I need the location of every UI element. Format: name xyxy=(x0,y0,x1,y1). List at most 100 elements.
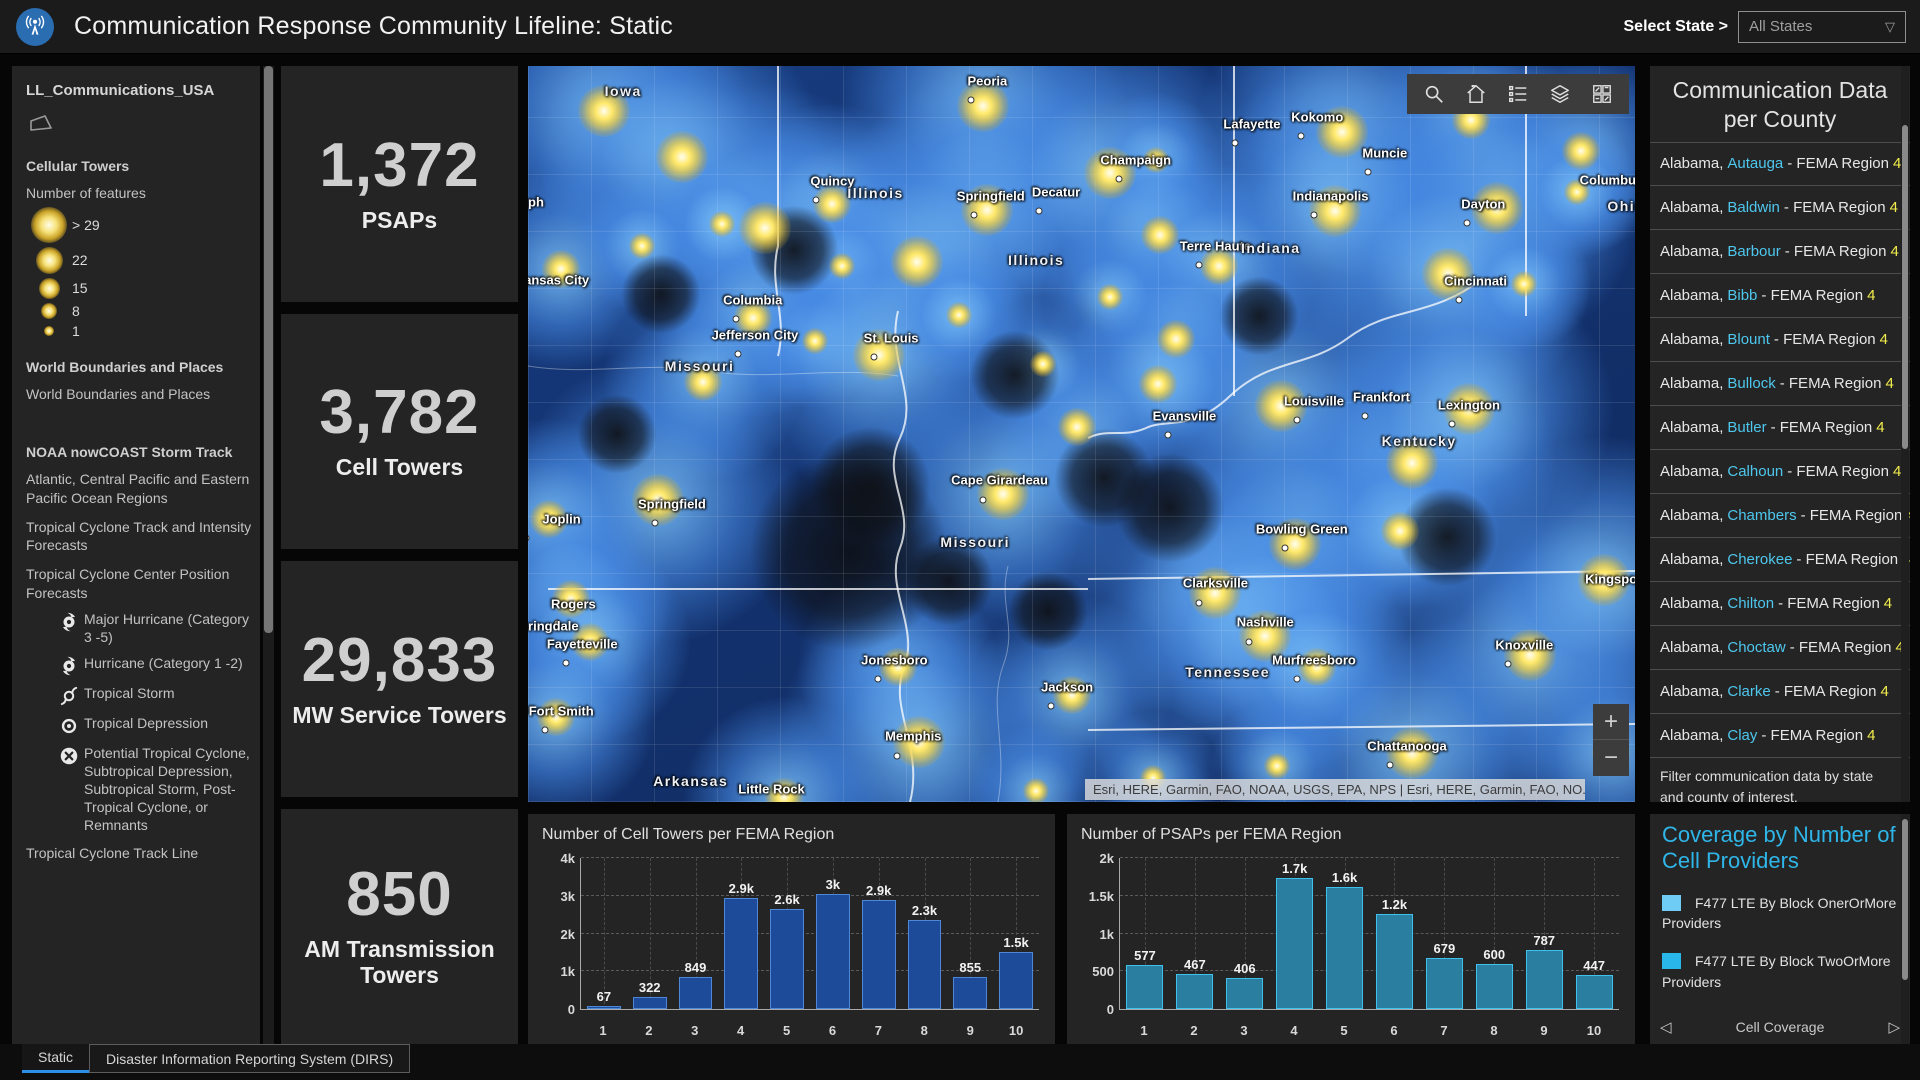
county-list-item[interactable]: Alabama, Autauga - FEMA Region 4 xyxy=(1650,141,1910,186)
tropical-depression-icon xyxy=(54,714,84,737)
map-state-label: Illinois xyxy=(847,185,904,202)
city-dot xyxy=(1386,761,1394,769)
bar[interactable]: 1.2k xyxy=(1376,897,1413,1009)
map-city-label: St. Louis xyxy=(863,330,919,346)
bar[interactable]: 2.9k xyxy=(724,881,759,1009)
map-city-label: Jackson xyxy=(1041,679,1094,695)
bar-value-label: 787 xyxy=(1533,932,1556,948)
basemap-icon[interactable] xyxy=(1581,74,1623,114)
county-list-item[interactable]: Alabama, Chilton - FEMA Region 4 xyxy=(1650,582,1910,626)
bar-value-label: 3k xyxy=(825,876,841,892)
cell-tower-glow xyxy=(1058,408,1097,447)
city-dot xyxy=(1361,412,1369,420)
potential-cyclone-icon xyxy=(54,744,84,767)
county-list-item[interactable]: Alabama, Clarke - FEMA Region 4 xyxy=(1650,670,1910,714)
legend-dot-label: 8 xyxy=(72,302,80,319)
legend-scrollbar-thumb[interactable] xyxy=(264,66,273,634)
bar[interactable]: 1.7k xyxy=(1276,861,1314,1009)
county-list-item[interactable]: Alabama, Bullock - FEMA Region 4 xyxy=(1650,362,1910,406)
coverage-scrollbar-thumb[interactable] xyxy=(1902,818,1908,980)
city-dot xyxy=(1047,702,1054,710)
bar[interactable]: 3k xyxy=(815,877,850,1009)
map-city-label: Muncie xyxy=(1362,145,1408,161)
gridline xyxy=(603,858,605,1009)
county-scrollbar[interactable] xyxy=(1901,66,1909,802)
county-list-item[interactable]: Alabama, Choctaw - FEMA Region 4 xyxy=(1650,626,1910,670)
y-tick-label: 1.5k xyxy=(1088,888,1114,904)
bar[interactable]: 787 xyxy=(1525,933,1563,1009)
bar[interactable]: 467 xyxy=(1176,957,1214,1009)
bar[interactable]: 406 xyxy=(1226,961,1264,1009)
bar[interactable]: 2.3k xyxy=(907,903,942,1009)
tower-size-icon xyxy=(26,277,72,299)
bar[interactable]: 2.6k xyxy=(770,892,805,1009)
stat-label: PSAPs xyxy=(361,206,438,233)
county-list-item[interactable]: Alabama, Calhoun - FEMA Region 4 xyxy=(1650,450,1910,494)
cell-tower-glow xyxy=(542,250,581,289)
prev-page-icon[interactable]: ◁ xyxy=(1660,1019,1672,1036)
map-city-label: Champaign xyxy=(1100,152,1172,168)
bar[interactable]: 849 xyxy=(678,960,713,1009)
bar[interactable]: 2.9k xyxy=(861,883,896,1009)
coverage-scrollbar[interactable] xyxy=(1901,814,1909,1044)
tab-disaster-information-reporting-system-dirs[interactable]: Disaster Information Reporting System (D… xyxy=(89,1044,411,1073)
bar[interactable]: 600 xyxy=(1475,947,1513,1009)
tab-bar: Static Disaster Information Reporting Sys… xyxy=(0,1044,1920,1080)
gridline xyxy=(1494,858,1496,1009)
tab-static[interactable]: Static xyxy=(22,1044,90,1073)
bar[interactable]: 855 xyxy=(953,960,988,1009)
layers-icon[interactable] xyxy=(1539,74,1581,114)
county-name: Chilton xyxy=(1727,594,1775,612)
zoom-in-button[interactable]: + xyxy=(1593,704,1629,740)
next-page-icon[interactable]: ▷ xyxy=(1888,1019,1900,1036)
map[interactable]: Iowa Peoria Lafayette Kokomo Muncie Champaign… xyxy=(528,66,1635,802)
zoom-out-button[interactable]: − xyxy=(1603,744,1618,771)
city-dot xyxy=(562,659,570,667)
legend-dot-label: 15 xyxy=(72,280,88,297)
city-dot xyxy=(1364,168,1372,176)
search-icon[interactable] xyxy=(1413,74,1455,114)
bar[interactable]: 322 xyxy=(632,980,667,1009)
coverage-swatch-icon xyxy=(1662,953,1681,970)
bar[interactable]: 67 xyxy=(586,989,621,1009)
home-icon[interactable] xyxy=(1455,74,1497,114)
y-tick-label: 0 xyxy=(567,1002,575,1017)
county-list-item[interactable]: Alabama, Baldwin - FEMA Region 4 xyxy=(1650,186,1910,230)
cell-tower-glow xyxy=(1470,182,1523,235)
x-tick-label: 3 xyxy=(691,1023,699,1038)
page-title: Communication Response Community Lifelin… xyxy=(74,12,673,40)
map-state-label: Indiana xyxy=(1241,239,1301,256)
cell-tower-glow xyxy=(655,130,708,183)
cell-tower-glow xyxy=(1511,270,1538,297)
legend-icon[interactable] xyxy=(1497,74,1539,114)
legend-scrollbar[interactable] xyxy=(263,66,274,1044)
bar-value-label: 1.6k xyxy=(1331,870,1358,886)
county-list-item[interactable]: Alabama, Clay - FEMA Region 4 xyxy=(1650,714,1910,758)
county-list-item[interactable]: Alabama, Barbour - FEMA Region 4 xyxy=(1650,230,1910,274)
bar-value-label: 447 xyxy=(1583,958,1605,974)
cell-tower-glow xyxy=(1578,554,1630,607)
gridline xyxy=(581,970,1039,972)
x-tick-label: 1 xyxy=(1140,1023,1148,1038)
bar-slot: 2.3k xyxy=(902,858,948,1009)
cell-tower-glow xyxy=(1142,147,1169,174)
state-dropdown[interactable]: All States ▽ xyxy=(1738,10,1906,43)
city-dot xyxy=(1310,211,1318,219)
county-list-item[interactable]: Alabama, Blount - FEMA Region 4 xyxy=(1650,318,1910,362)
cell-tower-glow xyxy=(892,715,945,768)
county-list-item[interactable]: Alabama, Bibb - FEMA Region 4 xyxy=(1650,274,1910,318)
coverage-legend: F477 LTE By Block OnerOrMore Providers F4… xyxy=(1662,893,1898,992)
bar[interactable]: 447 xyxy=(1575,958,1613,1009)
cell-tower-glow xyxy=(1141,216,1180,255)
map-city-label: Springdale xyxy=(528,618,579,634)
bar[interactable]: 1.6k xyxy=(1326,870,1364,1009)
county-state: Alabama, xyxy=(1660,330,1724,348)
bar[interactable]: 1.5k xyxy=(999,935,1033,1009)
bar[interactable]: 577 xyxy=(1126,948,1164,1009)
county-list-item[interactable]: Alabama, Butler - FEMA Region 4 xyxy=(1650,406,1910,450)
bar-slot: 679 xyxy=(1419,858,1469,1009)
county-scrollbar-thumb[interactable] xyxy=(1902,124,1908,449)
bar[interactable]: 679 xyxy=(1425,941,1463,1009)
